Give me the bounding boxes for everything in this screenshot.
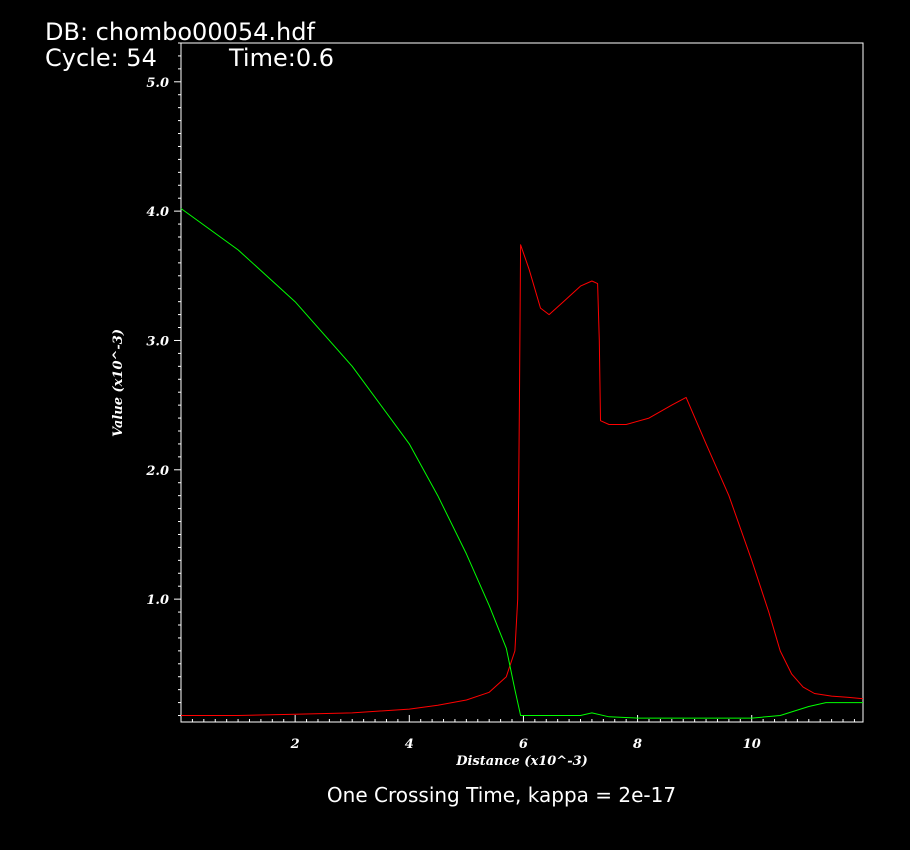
cycle-label: Cycle: 54: [45, 44, 157, 72]
y-tick-label: 2.0: [145, 464, 169, 479]
y-tick-label: 5.0: [146, 76, 169, 91]
x-tick-label: 8: [633, 737, 642, 752]
database-label: DB: chombo00054.hdf: [45, 18, 315, 46]
y-tick-label: 1.0: [146, 593, 169, 608]
x-tick-label: 10: [743, 737, 761, 752]
series-line-2: [180, 208, 863, 719]
series-layer: [180, 208, 864, 719]
y-axis-title: Value (x10^-3): [111, 329, 126, 437]
x-axis: 2 4 6 8 10: [191, 715, 855, 752]
plot-frame: [180, 42, 864, 723]
x-tick-label: 2: [290, 737, 300, 752]
time-label: Time:0.6: [229, 44, 334, 72]
x-axis-title: Distance (x10^-3): [455, 754, 588, 769]
y-tick-label: 3.0: [146, 334, 169, 349]
chart-caption: One Crossing Time, kappa = 2e-17: [326, 783, 677, 807]
series-line-1: [181, 244, 864, 716]
x-tick-label: 4: [405, 737, 414, 752]
y-tick-label: 4.0: [146, 205, 169, 220]
y-axis: 1.0 2.0 3.0 4.0 5.0: [145, 42, 181, 717]
x-tick-label: 6: [519, 737, 528, 752]
